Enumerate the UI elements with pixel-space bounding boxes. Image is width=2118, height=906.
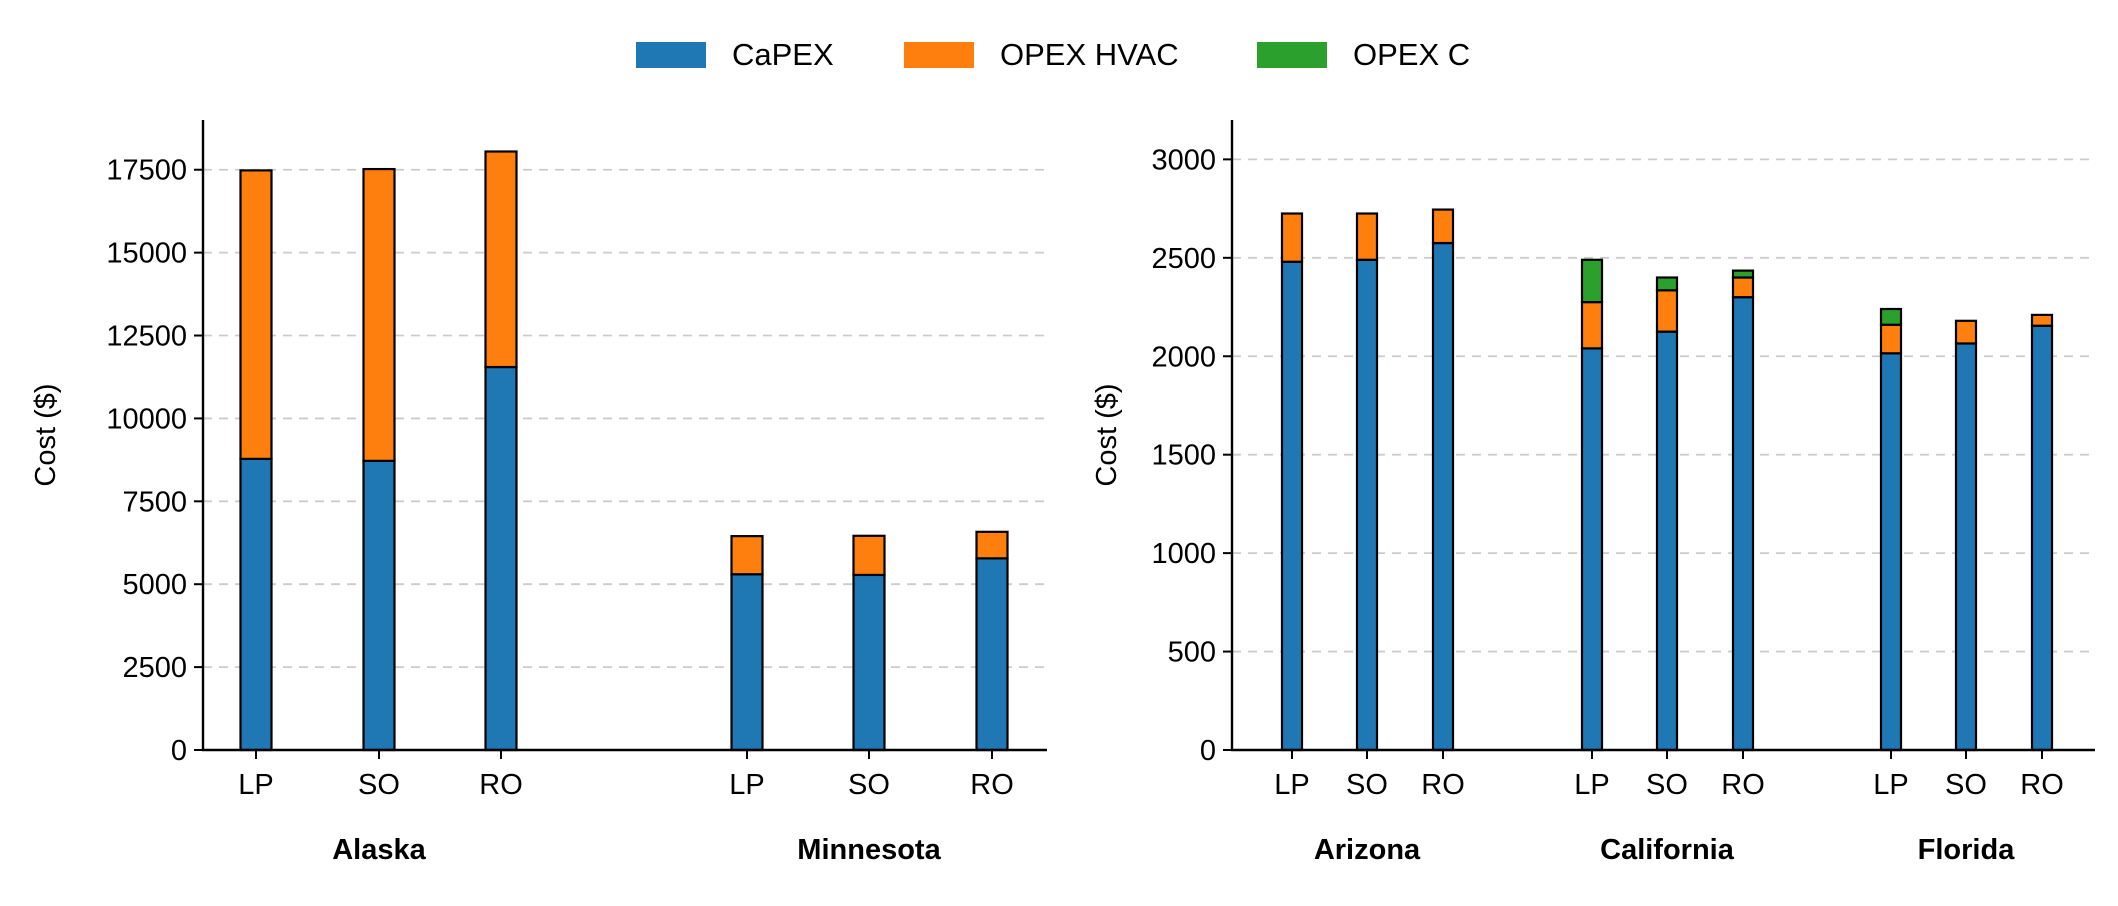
legend-label-3: OPEX C [1353, 37, 1470, 72]
y-tick-label: 1500 [1151, 440, 1216, 472]
y-tick-label: 2000 [1151, 341, 1216, 373]
bar-segment-capex [730, 573, 764, 752]
bar-segment-capex [852, 573, 886, 752]
bar-segment-opex-hvac [1580, 301, 1604, 350]
y-tick-label: 0 [1200, 735, 1216, 767]
y-tick-label: 10000 [106, 403, 187, 435]
x-tick-label: LP [1274, 769, 1309, 801]
legend-swatch-2 [904, 42, 974, 68]
bar-segment-opex-c [1731, 269, 1755, 279]
x-tick-label: SO [848, 769, 890, 801]
bar-segment-capex [1731, 296, 1755, 752]
y-tick-label: 17500 [106, 155, 187, 187]
legend-swatch-3 [1257, 42, 1327, 68]
x-tick-label: LP [729, 769, 764, 801]
bar-segment-capex [362, 459, 396, 752]
bar-segment-opex-hvac [1280, 212, 1304, 263]
bar-segment-opex-hvac [852, 534, 886, 577]
legend: CaPEX OPEX HVAC OPEX C [636, 37, 1470, 72]
x-tick-label: RO [2020, 769, 2064, 801]
x-tick-label: RO [479, 769, 523, 801]
panel-right: 0 500 1000 1500 2000 2500 3000 LP SO RO Arizona LP S… [1091, 120, 2095, 866]
y-tick-label: 15000 [106, 238, 187, 270]
y-tick-label: 7500 [122, 486, 187, 518]
x-tick-label: RO [970, 769, 1014, 801]
x-tick-label: LP [1574, 769, 1609, 801]
bar-segment-opex-hvac [484, 150, 518, 369]
x-tick-label: LP [238, 769, 273, 801]
group-label: Alaska [332, 834, 426, 866]
bar-segment-capex [484, 365, 518, 752]
bar-segment-capex [2030, 324, 2054, 752]
bar-segment-opex-c [1580, 258, 1604, 304]
x-tick-label: SO [1945, 769, 1987, 801]
y-tick-label: 2500 [122, 652, 187, 684]
x-tick-label: LP [1873, 769, 1908, 801]
bar-segment-opex-c [1655, 276, 1679, 292]
bar-segment-capex [239, 457, 273, 752]
bar-segment-capex [1655, 330, 1679, 752]
bar-segment-capex [1280, 260, 1304, 752]
bar-segment-opex-hvac [1431, 208, 1455, 245]
bar-segment-opex-hvac [1879, 323, 1903, 355]
bar-segment-capex [1580, 347, 1604, 752]
bar-segment-opex-hvac [239, 169, 273, 460]
x-tick-label: SO [358, 769, 400, 801]
y-tick-label: 0 [171, 735, 187, 767]
y-axis-label: Cost ($) [30, 383, 62, 486]
y-tick-label: 500 [1168, 637, 1216, 669]
bar-segment-opex-hvac [1355, 212, 1379, 261]
bar-segment-opex-hvac [1731, 276, 1755, 299]
legend-swatch-1 [636, 42, 706, 68]
group-label: Arizona [1314, 834, 1421, 866]
bar-segment-capex [1954, 342, 1978, 752]
x-tick-label: RO [1421, 769, 1465, 801]
y-tick-label: 5000 [122, 569, 187, 601]
y-tick-label: 1000 [1151, 538, 1216, 570]
bar-segment-opex-hvac [730, 535, 764, 576]
bar-segment-opex-c [1879, 307, 1903, 326]
bar-segment-opex-hvac [362, 167, 396, 462]
bar-segment-opex-hvac [2030, 313, 2054, 327]
bar-segment-capex [975, 557, 1009, 752]
panel-left: 0 2500 5000 7500 10000 12500 15000 17500 LP SO RO A… [30, 120, 1047, 866]
bar-segment-opex-hvac [975, 530, 1009, 560]
bar-segment-capex [1431, 241, 1455, 752]
group-label: Minnesota [797, 834, 941, 866]
legend-label-1: CaPEX [732, 37, 834, 72]
group-label: California [1600, 834, 1735, 866]
x-tick-label: SO [1646, 769, 1688, 801]
x-tick-label: RO [1721, 769, 1765, 801]
bar-segment-capex [1879, 352, 1903, 752]
group-label: Florida [1918, 834, 2016, 866]
y-tick-label: 12500 [106, 321, 187, 353]
y-tick-label: 3000 [1151, 144, 1216, 176]
bar-segment-capex [1355, 258, 1379, 752]
bar-segment-opex-hvac [1655, 289, 1679, 333]
x-tick-label: SO [1346, 769, 1388, 801]
y-tick-label: 2500 [1151, 243, 1216, 275]
bar-segment-opex-hvac [1954, 319, 1978, 345]
legend-label-2: OPEX HVAC [1000, 37, 1179, 72]
y-axis-label: Cost ($) [1091, 383, 1123, 486]
